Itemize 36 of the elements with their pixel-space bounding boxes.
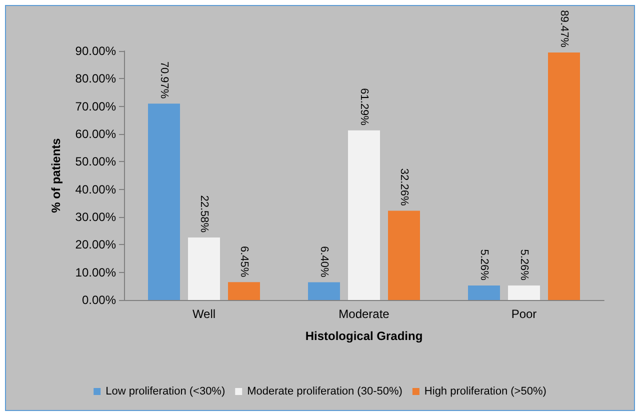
data-label: 6.40% <box>318 246 330 278</box>
y-tick-label: 20.00% <box>75 238 116 252</box>
y-tick-label: 90.00% <box>75 44 116 58</box>
y-tick-label: 80.00% <box>75 72 116 86</box>
data-label: 89.47% <box>558 10 570 48</box>
y-tick-label: 70.00% <box>75 99 116 114</box>
x-axis-title: Histological Grading <box>305 329 423 343</box>
data-label: 32.26% <box>398 168 410 206</box>
bar <box>508 285 540 300</box>
y-tick-label: 60.00% <box>75 127 116 141</box>
legend-label: High proliferation (>50%) <box>424 386 546 398</box>
x-tick-label: Well <box>192 307 216 321</box>
data-label: 70.97% <box>158 61 170 99</box>
x-tick-label: Moderate <box>338 307 390 321</box>
bar <box>228 282 260 300</box>
bar <box>548 52 580 300</box>
bar <box>388 210 420 300</box>
data-label: 61.29% <box>358 88 370 126</box>
bar <box>308 282 340 300</box>
bar <box>188 238 220 300</box>
y-tick-label: 30.00% <box>75 210 116 224</box>
legend-label: Moderate proliferation (30-50%) <box>247 386 402 398</box>
data-label: 22.58% <box>198 195 210 233</box>
bar <box>148 104 180 300</box>
legend-label: Low proliferation (<30%) <box>106 386 226 398</box>
data-label: 5.26% <box>478 249 490 281</box>
bar <box>468 285 500 300</box>
y-tick-label: 50.00% <box>75 154 116 169</box>
y-tick-label: 0.00% <box>82 293 116 307</box>
y-axis-title: % of patients <box>49 138 63 213</box>
bar <box>348 130 380 300</box>
data-label: 6.45% <box>238 246 250 278</box>
y-tick-label: 10.00% <box>75 265 116 280</box>
y-tick-label: 40.00% <box>75 182 116 196</box>
data-label: 5.26% <box>518 249 530 281</box>
x-tick-label: Poor <box>511 307 537 321</box>
